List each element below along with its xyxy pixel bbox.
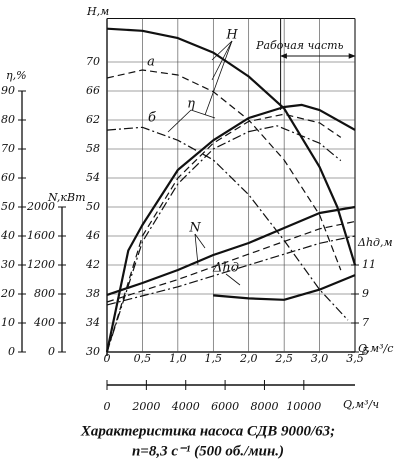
curve-label: а	[147, 55, 155, 70]
x-axis-label: Q,м³/с	[358, 342, 393, 355]
x2-axis-label: Q,м³/ч	[343, 398, 379, 411]
y-tick-label: 5	[362, 345, 369, 358]
y-tick-label: 10	[1, 316, 15, 329]
x2-tick-label: 2000	[131, 400, 160, 413]
y-tick-label: 30	[86, 345, 100, 358]
x-tick-label: 3,5	[346, 352, 364, 365]
y-tick-label: 58	[86, 142, 100, 155]
x2-tick-label: 10000	[286, 400, 321, 413]
y-tick-label: 62	[86, 113, 100, 126]
y-tick-label: 0	[48, 345, 55, 358]
y-tick-label: 0	[8, 345, 15, 358]
curve	[106, 125, 342, 353]
curve	[213, 274, 356, 301]
y-tick-label: 70	[86, 55, 100, 68]
pointer	[211, 40, 233, 81]
y-tick-label: 7	[362, 316, 369, 329]
x2-tick-label: 6000	[211, 400, 239, 413]
y-tick-label: 38	[86, 287, 100, 300]
curve	[106, 235, 356, 306]
curve-label: б	[148, 111, 156, 126]
y-tick-label: 400	[33, 316, 55, 329]
caption: n=8,3 с⁻¹ (500 об./мин.)	[132, 443, 284, 459]
y-tick-label: 46	[85, 229, 100, 242]
y-axis-label: N,кВт	[47, 191, 86, 204]
x2-tick-label: 0	[104, 400, 111, 413]
y-tick-label: 60	[1, 171, 15, 184]
x-tick-label: 2,5	[274, 352, 293, 365]
y-tick-label: 30	[1, 258, 15, 271]
y-tick-label: 40	[0, 229, 15, 242]
pointer	[194, 233, 199, 266]
y-tick-label: 1200	[27, 258, 55, 271]
y-tick-label: 1600	[27, 229, 55, 242]
curve	[106, 205, 356, 296]
curve-label: η	[187, 97, 195, 112]
x-tick-label: 0	[104, 352, 111, 365]
y-axis-label: Δhд,м	[357, 236, 393, 249]
y-tick-label: 34	[86, 316, 100, 329]
y-tick-label: 66	[86, 84, 100, 97]
curve-label: H	[225, 28, 238, 43]
curve-label: N	[188, 221, 201, 236]
y-axis-label: η,%	[6, 69, 27, 82]
y-tick-label: 70	[1, 142, 15, 155]
x-tick-label: 1,5	[205, 352, 223, 365]
y-tick-label: 90	[1, 84, 15, 97]
curve	[106, 113, 342, 353]
y-tick-label: 20	[0, 287, 15, 300]
curve	[105, 103, 356, 353]
y-tick-label: 42	[85, 258, 100, 271]
x-tick-label: 3,0	[311, 352, 329, 365]
curve	[106, 126, 349, 321]
curve	[106, 69, 342, 271]
y-tick-label: 80	[1, 113, 15, 126]
pointer	[225, 273, 241, 286]
y-tick-label: 50	[86, 200, 100, 213]
x-tick-label: 0,5	[134, 352, 152, 365]
x-tick-label: 1,0	[169, 352, 187, 365]
curve	[106, 27, 357, 266]
y-tick-label: 54	[86, 171, 100, 184]
y-tick-label: 800	[34, 287, 55, 300]
caption: Характеристика насоса СДВ 9000/63;	[80, 423, 335, 439]
pointer	[204, 40, 233, 116]
curve	[106, 220, 356, 303]
x2-tick-label: 8000	[250, 400, 278, 413]
pointer	[190, 109, 216, 119]
zone-label: Рабочая часть	[255, 39, 343, 52]
pointer	[211, 40, 233, 61]
pointer	[167, 109, 192, 133]
x-tick-label: 2,0	[239, 352, 258, 365]
y-axis-label: H,м	[86, 5, 109, 18]
curve-label: Δhд	[212, 261, 239, 276]
pointer	[194, 233, 206, 249]
y-tick-label: 50	[1, 200, 15, 213]
y-tick-label: 11	[362, 258, 376, 271]
y-tick-label: 9	[362, 287, 369, 300]
y-tick-label: 2000	[26, 200, 55, 213]
x2-tick-label: 4000	[171, 400, 200, 413]
